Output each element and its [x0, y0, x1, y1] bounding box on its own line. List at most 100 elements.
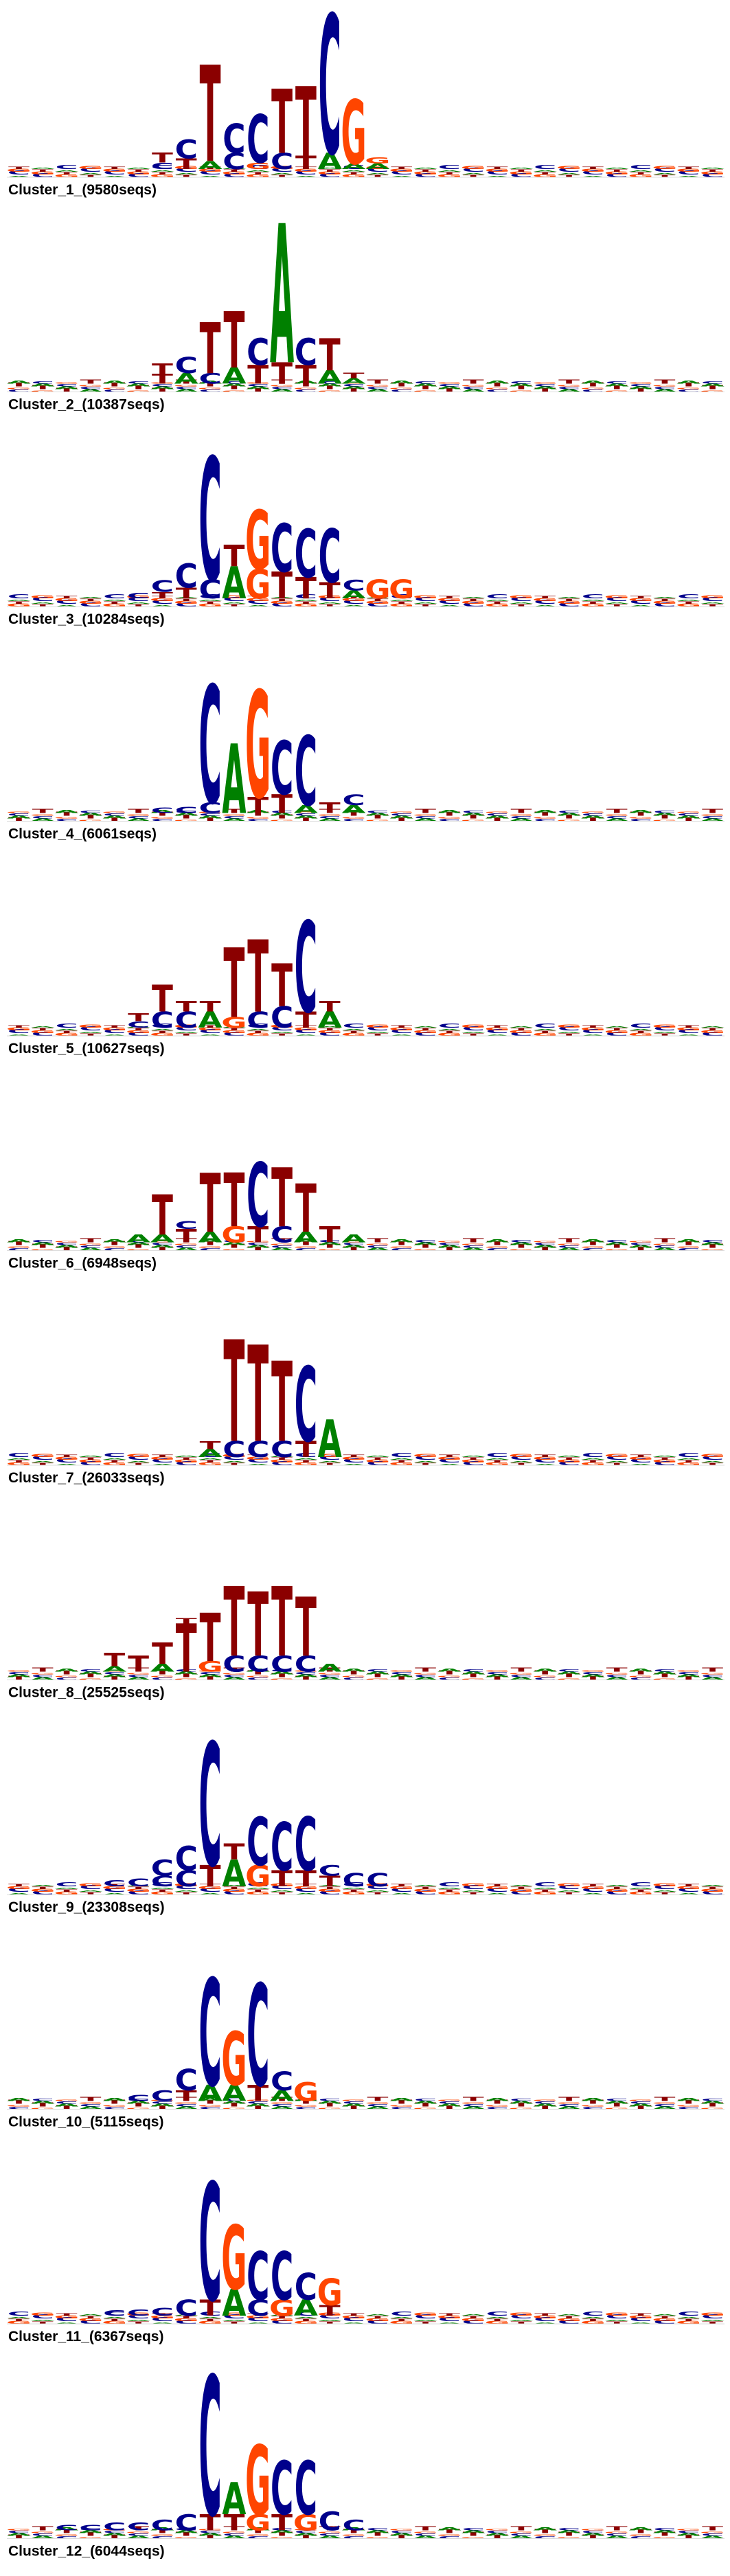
background-letter: C	[32, 2314, 54, 2320]
background-letter: A	[7, 1673, 31, 1678]
background-letter: C	[534, 1242, 556, 1245]
background-letter: T	[510, 1667, 532, 1673]
background-letter: G	[508, 2531, 534, 2533]
background-letter: T	[128, 1243, 149, 1249]
background-letter: C	[151, 164, 174, 170]
background-letter: C	[677, 1887, 700, 1893]
background-letter: G	[269, 2102, 295, 2104]
logo-letter: C	[175, 1219, 198, 1232]
background-letter: T	[702, 1667, 723, 1673]
background-letter: A	[437, 809, 461, 814]
background-letter: G	[365, 600, 390, 605]
background-letter: G	[389, 1026, 414, 1031]
background-letter: C	[223, 381, 245, 384]
background-letter: G	[461, 165, 486, 170]
logo-letter: C	[198, 370, 221, 387]
background-letter: T	[534, 1245, 556, 1252]
background-letter: C	[510, 1031, 532, 1037]
background-letter: A	[533, 1244, 557, 1249]
background-letter: C	[319, 172, 341, 179]
background-letter: T	[630, 596, 652, 599]
logo-letter: C	[175, 1866, 198, 1892]
background-letter: A	[413, 2319, 437, 2321]
background-letter: A	[342, 2103, 366, 2108]
logo-letter: G	[389, 574, 414, 605]
background-letter: T	[80, 2096, 101, 2102]
background-letter: C	[8, 594, 30, 600]
logo-letter: C	[247, 1144, 269, 1247]
background-letter: T	[152, 387, 173, 393]
background-letter: A	[557, 596, 581, 598]
background-letter: G	[508, 594, 534, 599]
background-letter: T	[295, 381, 317, 387]
background-letter: G	[54, 817, 79, 819]
background-letter: G	[437, 382, 462, 384]
background-letter: A	[533, 2103, 557, 2108]
logo-letter: T	[200, 38, 221, 192]
background-letter: C	[271, 167, 293, 173]
background-letter: A	[246, 170, 270, 172]
background-letter: C	[486, 594, 508, 600]
background-letter: C	[606, 815, 628, 819]
background-letter: T	[80, 2531, 101, 2537]
logo-letter: C	[295, 896, 317, 1041]
background-letter: G	[197, 1885, 223, 1890]
background-letter: G	[197, 1246, 223, 1248]
background-letter: G	[30, 2312, 56, 2316]
logo-letter: T	[295, 1866, 317, 1892]
background-letter: A	[102, 815, 126, 820]
background-letter: C	[414, 381, 437, 384]
background-letter: C	[534, 2535, 556, 2539]
background-letter: G	[604, 1453, 630, 1458]
background-letter: T	[582, 2099, 604, 2105]
background-letter: G	[628, 1890, 653, 1895]
background-letter: A	[629, 1887, 653, 1889]
background-letter: C	[606, 381, 628, 384]
background-letter: G	[700, 2312, 725, 2316]
background-letter: G	[700, 814, 725, 816]
background-letter: T	[534, 1030, 556, 1034]
background-letter: C	[462, 1669, 485, 1672]
logo-letter: A	[294, 1229, 319, 1246]
background-letter: C	[510, 815, 532, 819]
logo-letter: C	[151, 806, 174, 815]
background-letter: G	[484, 602, 510, 607]
background-letter: C	[366, 602, 389, 608]
background-letter: T	[702, 1243, 723, 1249]
background-letter: C	[510, 2098, 532, 2101]
background-letter: G	[461, 1243, 486, 1245]
background-letter: G	[461, 820, 486, 822]
background-letter: A	[55, 2103, 79, 2108]
background-letter: C	[295, 813, 317, 816]
background-letter: T	[271, 1892, 293, 1895]
background-letter: T	[630, 172, 652, 175]
background-letter: T	[271, 813, 293, 820]
background-letter: G	[365, 165, 390, 170]
background-letter: C	[79, 810, 102, 813]
logo-letter: A	[222, 2281, 247, 2325]
logo-letter: A	[222, 1852, 247, 1895]
background-letter: C	[366, 810, 389, 813]
background-letter: G	[102, 1461, 127, 1466]
background-letter: T	[223, 1462, 244, 1466]
background-letter: A	[198, 175, 223, 177]
background-letter: G	[508, 1888, 534, 1893]
background-letter: G	[484, 1026, 510, 1031]
logo-letter: A	[198, 1229, 223, 1246]
background-letter: T	[271, 2531, 293, 2537]
background-letter: C	[342, 1242, 365, 1245]
background-letter: G	[604, 594, 630, 599]
background-letter: G	[6, 1461, 32, 1466]
logo-letter: C	[295, 331, 317, 374]
cluster-label: Cluster_4_(6061seqs)	[8, 826, 157, 842]
background-letter: G	[150, 2314, 175, 2319]
background-letter: G	[700, 1453, 725, 1458]
background-letter: T	[128, 169, 149, 172]
background-letter: T	[391, 1240, 412, 1246]
background-letter: G	[628, 1241, 653, 1243]
background-letter: G	[126, 1888, 151, 1893]
background-letter: G	[652, 1882, 677, 1887]
background-letter: A	[198, 599, 223, 601]
background-letter: G	[245, 173, 271, 178]
background-letter: C	[8, 1028, 30, 1035]
